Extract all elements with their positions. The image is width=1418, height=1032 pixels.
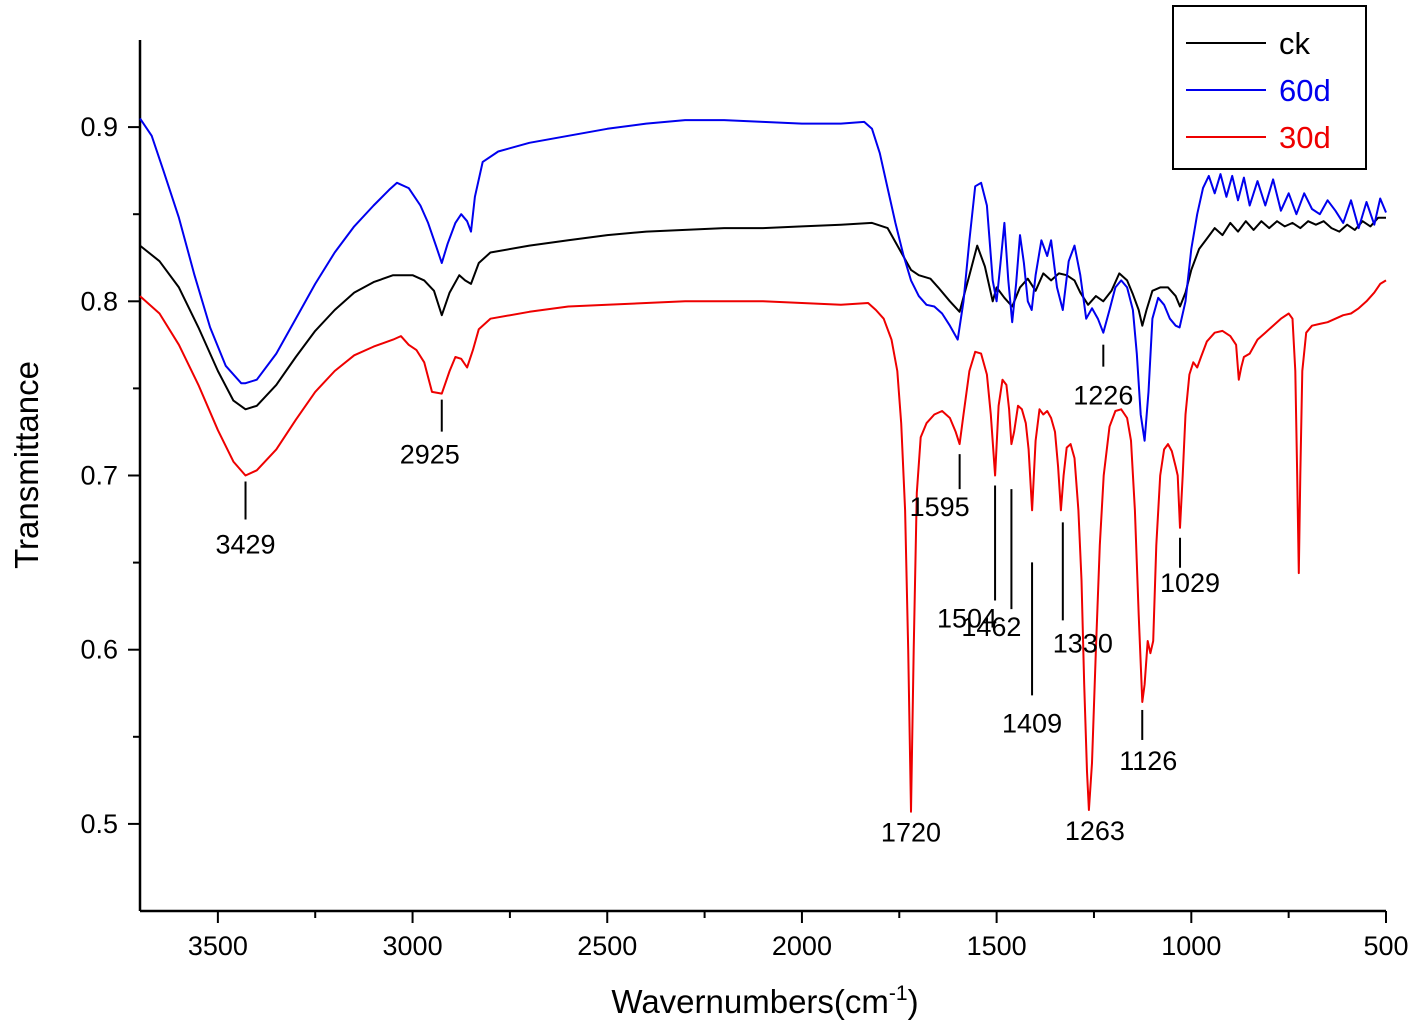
y-tick-label: 0.8 (80, 286, 118, 316)
peak-label-1029: 1029 (1160, 568, 1220, 598)
x-tick-label: 1500 (967, 931, 1027, 961)
y-axis-title: Transmittance (8, 361, 45, 569)
peak-label-1330: 1330 (1053, 628, 1113, 658)
peak-label-1226: 1226 (1073, 381, 1133, 411)
y-tick-label: 0.7 (80, 461, 118, 491)
x-tick-label: 3000 (383, 931, 443, 961)
peak-label-1595: 1595 (910, 492, 970, 522)
y-tick-label: 0.6 (80, 635, 118, 665)
series-line-ck (139, 216, 1386, 411)
x-tick-label: 2000 (772, 931, 832, 961)
legend: ck 60d 30d (1172, 5, 1367, 170)
x-tick-label: 3500 (188, 931, 248, 961)
peak-label-1263: 1263 (1065, 816, 1125, 846)
x-tick-label: 500 (1363, 931, 1408, 961)
legend-label-60d: 60d (1279, 73, 1331, 108)
legend-box (1172, 5, 1367, 170)
y-tick-label: 0.5 (80, 809, 118, 839)
x-tick-label: 2500 (577, 931, 637, 961)
peak-label-1409: 1409 (1002, 708, 1062, 738)
series-line-30d (139, 279, 1387, 813)
x-tick-label: 1000 (1161, 931, 1221, 961)
series-layer (139, 117, 1387, 813)
legend-label-ck: ck (1279, 26, 1311, 61)
x-axis-title-superscript: -1 (889, 982, 908, 1005)
x-axis-title-end: ) (908, 983, 919, 1020)
y-tick-label: 0.9 (80, 112, 118, 142)
x-axis-title: Wavernumbers(cm-1) (611, 982, 918, 1020)
peak-label-3429: 3429 (215, 530, 275, 560)
axes: 3500 3000 2500 2000 1500 1000 500 0.5 0.6 0.7 0.8 0… (80, 40, 1409, 961)
x-axis-title-main: Wavernumbers(cm (611, 983, 889, 1020)
series-line-60d (139, 117, 1387, 442)
peak-label-1126: 1126 (1119, 746, 1177, 776)
peak-label-2925: 2925 (400, 440, 460, 470)
peak-label-1462: 1462 (961, 612, 1021, 642)
legend-label-30d: 30d (1279, 120, 1331, 155)
peak-label-1720: 1720 (881, 818, 941, 848)
peak-label-1504: 1504 (937, 604, 997, 634)
